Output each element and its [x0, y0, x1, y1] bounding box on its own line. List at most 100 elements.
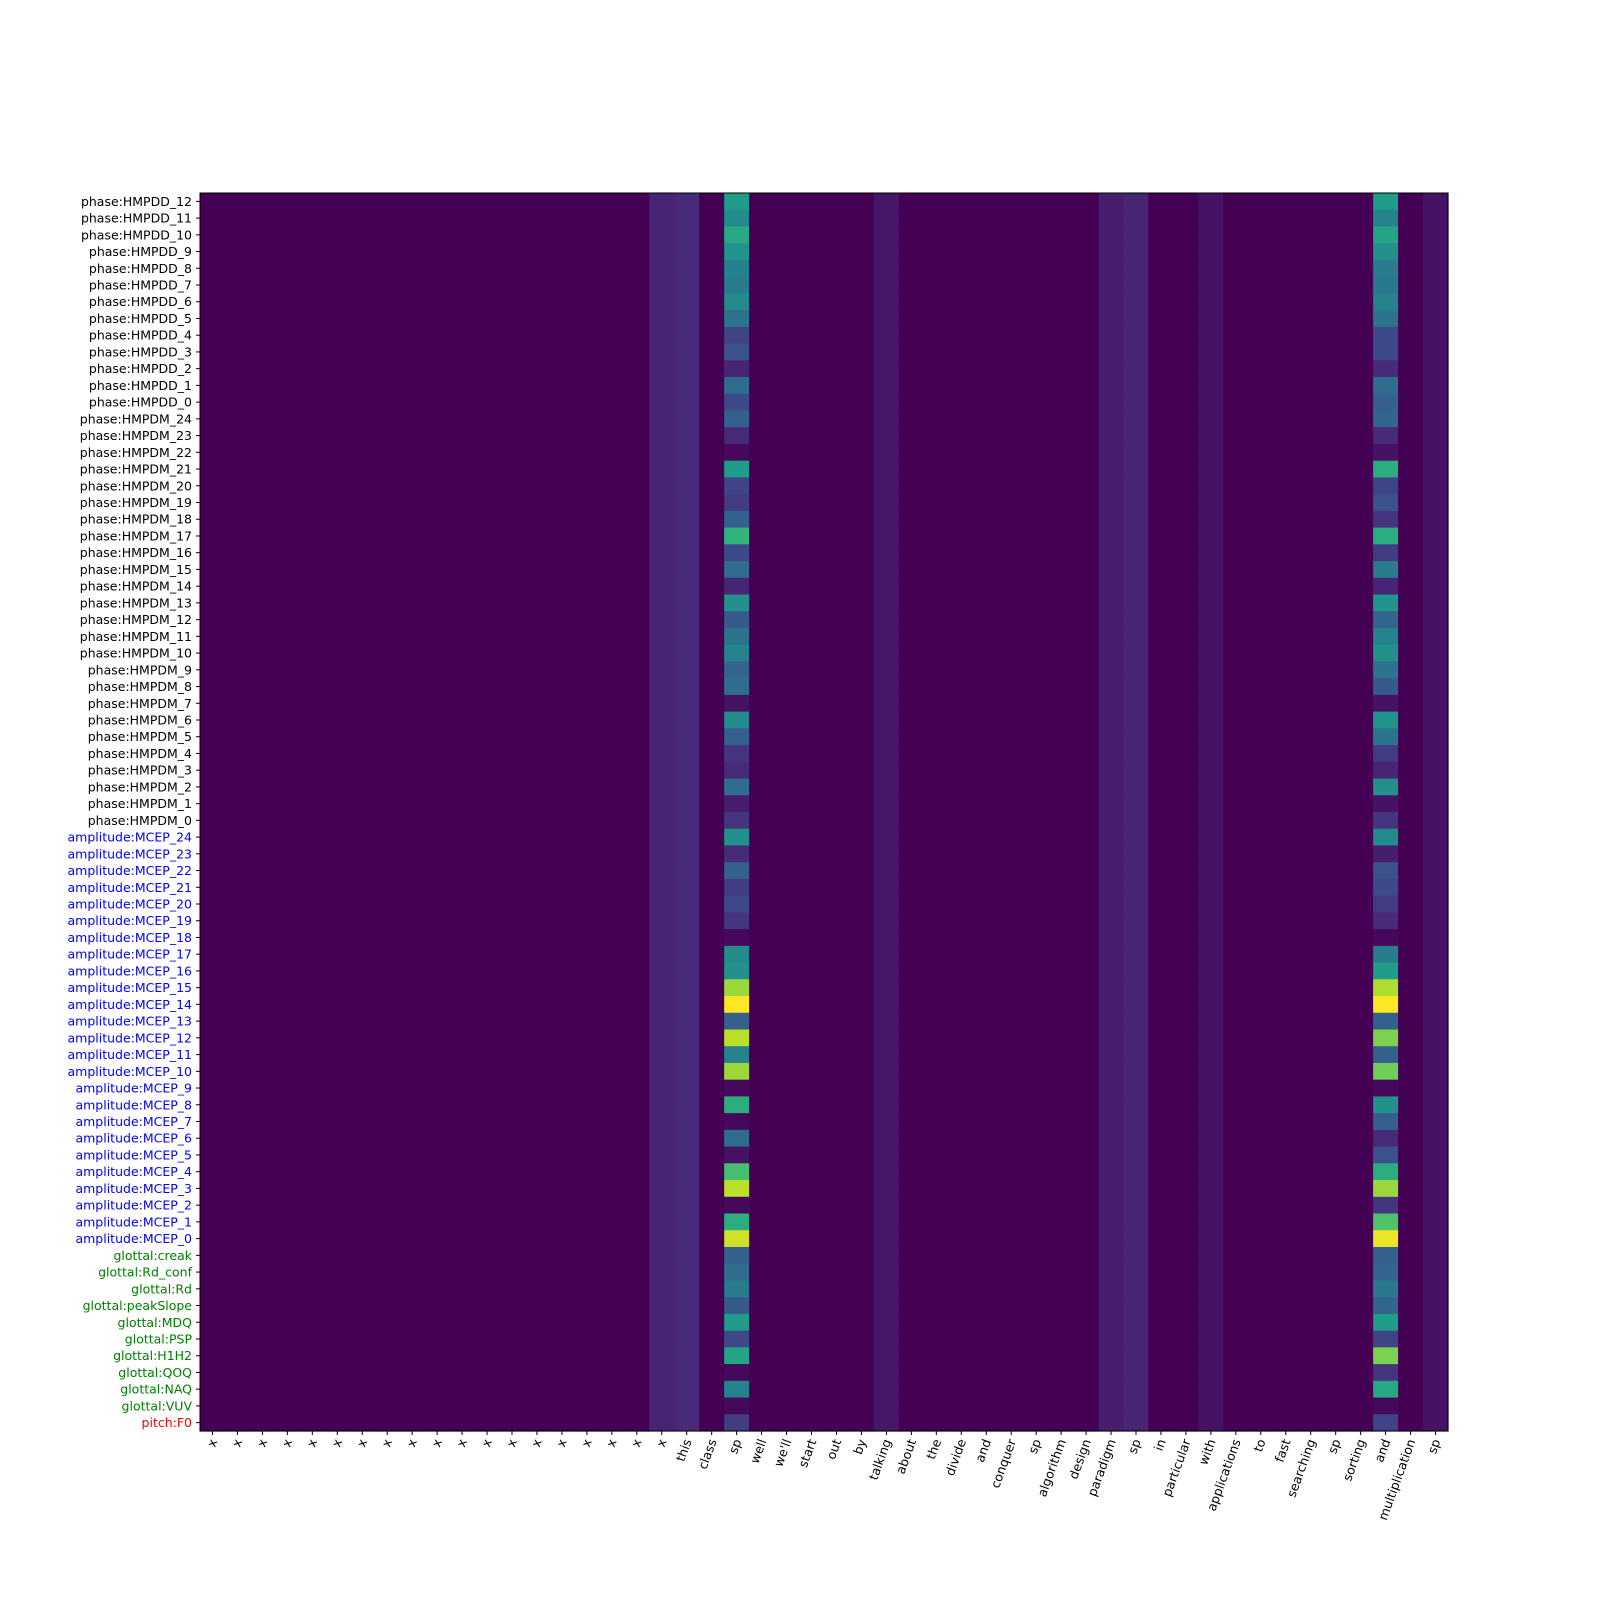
heatmap-cell — [1223, 1380, 1249, 1399]
x-tick-label: sp — [1424, 1437, 1443, 1456]
heatmap-cell — [1023, 1280, 1050, 1298]
heatmap-cell — [374, 377, 401, 395]
heatmap-cell — [299, 1263, 326, 1282]
heatmap-cell — [474, 1347, 501, 1365]
heatmap-cell — [349, 1129, 376, 1148]
heatmap-cell — [1123, 611, 1150, 629]
heatmap-cell — [1048, 711, 1075, 729]
heatmap-cell — [399, 209, 426, 228]
heatmap-cell — [599, 1196, 625, 1215]
heatmap-cell — [699, 1163, 725, 1181]
heatmap-cell — [324, 1096, 351, 1114]
heatmap-cell — [848, 460, 875, 479]
heatmap-cell — [599, 1246, 625, 1265]
heatmap-cell — [474, 577, 501, 596]
heatmap-cell — [1023, 795, 1050, 813]
heatmap-cell — [799, 661, 825, 679]
heatmap-cell — [1023, 1263, 1050, 1282]
heatmap-cell — [324, 510, 351, 529]
heatmap-cell — [923, 343, 950, 361]
heatmap-cell — [399, 878, 426, 897]
heatmap-cell — [1373, 1146, 1399, 1164]
heatmap-cell — [1398, 1380, 1424, 1399]
heatmap-cell — [1373, 1163, 1399, 1181]
heatmap-cell — [674, 1129, 700, 1148]
heatmap-cell — [499, 326, 526, 345]
heatmap-cell — [1123, 812, 1150, 830]
heatmap-cell — [474, 1146, 501, 1164]
heatmap-cell — [973, 1146, 1000, 1164]
heatmap-cell — [574, 962, 600, 980]
heatmap-cell — [424, 460, 451, 479]
heatmap-cell — [674, 1029, 700, 1047]
heatmap-cell — [399, 1046, 426, 1064]
heatmap-cell — [1323, 259, 1349, 278]
heatmap-cell — [699, 477, 725, 495]
heatmap-cell — [824, 427, 850, 445]
heatmap-cell — [1298, 510, 1324, 529]
heatmap-cell — [1223, 1012, 1249, 1031]
heatmap-cell — [649, 360, 675, 378]
heatmap-cell — [499, 795, 526, 813]
heatmap-cell — [1073, 1414, 1100, 1432]
heatmap-cell — [574, 895, 600, 913]
heatmap-cell — [774, 1012, 800, 1031]
heatmap-cell — [1348, 310, 1374, 328]
heatmap-cell — [649, 1246, 675, 1265]
heatmap-cell — [948, 460, 975, 479]
heatmap-cell — [1398, 494, 1424, 512]
heatmap-cell — [200, 1062, 226, 1081]
heatmap-cell — [1173, 1297, 1199, 1315]
heatmap-cell — [224, 1313, 251, 1332]
heatmap-cell — [599, 527, 625, 545]
heatmap-cell — [1023, 1096, 1050, 1114]
plot-frame — [199, 192, 1449, 1432]
heatmap-cell — [699, 1146, 725, 1164]
heatmap-cell — [873, 895, 900, 913]
heatmap-cell — [1398, 1313, 1424, 1332]
heatmap-cell — [474, 1246, 501, 1265]
heatmap-cell — [1073, 343, 1100, 361]
heatmap-cell — [824, 1079, 850, 1098]
heatmap-cell — [1148, 1364, 1175, 1382]
heatmap-cell — [1123, 711, 1150, 729]
heatmap-cell — [200, 377, 226, 395]
heatmap-cell — [399, 594, 426, 612]
heatmap-cell — [724, 1397, 750, 1415]
heatmap-cell — [224, 962, 251, 980]
heatmap-cell — [200, 611, 226, 629]
heatmap-cell — [249, 929, 276, 947]
heatmap-cell — [1298, 644, 1324, 663]
heatmap-cell — [349, 945, 376, 964]
heatmap-cell — [1048, 728, 1075, 746]
heatmap-cell — [200, 410, 226, 428]
heatmap-cell — [1298, 1062, 1324, 1081]
heatmap-cell — [799, 1397, 825, 1415]
heatmap-cell — [1273, 895, 1299, 913]
heatmap-cell — [824, 1213, 850, 1231]
heatmap-cell — [1398, 795, 1424, 813]
heatmap-cell — [1098, 1230, 1125, 1248]
heatmap-cell — [674, 410, 700, 428]
heatmap-cell — [824, 1263, 850, 1282]
heatmap-cell — [524, 1163, 551, 1181]
heatmap-cell — [499, 1113, 526, 1131]
heatmap-cell — [1423, 812, 1449, 830]
heatmap-cell — [1073, 678, 1100, 696]
heatmap-cell — [549, 1414, 575, 1432]
heatmap-cell — [848, 1364, 875, 1382]
heatmap-cell — [1423, 477, 1449, 495]
heatmap-cell — [848, 611, 875, 629]
heatmap-cell — [249, 895, 276, 913]
heatmap-cell — [1098, 1146, 1125, 1164]
heatmap-cell — [624, 795, 650, 813]
heatmap-cell — [1323, 427, 1349, 445]
heatmap-cell — [873, 443, 900, 462]
heatmap-cell — [1073, 1297, 1100, 1315]
heatmap-cell — [274, 1380, 301, 1399]
heatmap-cell — [249, 360, 276, 378]
heatmap-cell — [449, 527, 476, 545]
heatmap-cell — [799, 979, 825, 997]
heatmap-cell — [1223, 878, 1249, 897]
heatmap-cell — [873, 979, 900, 997]
